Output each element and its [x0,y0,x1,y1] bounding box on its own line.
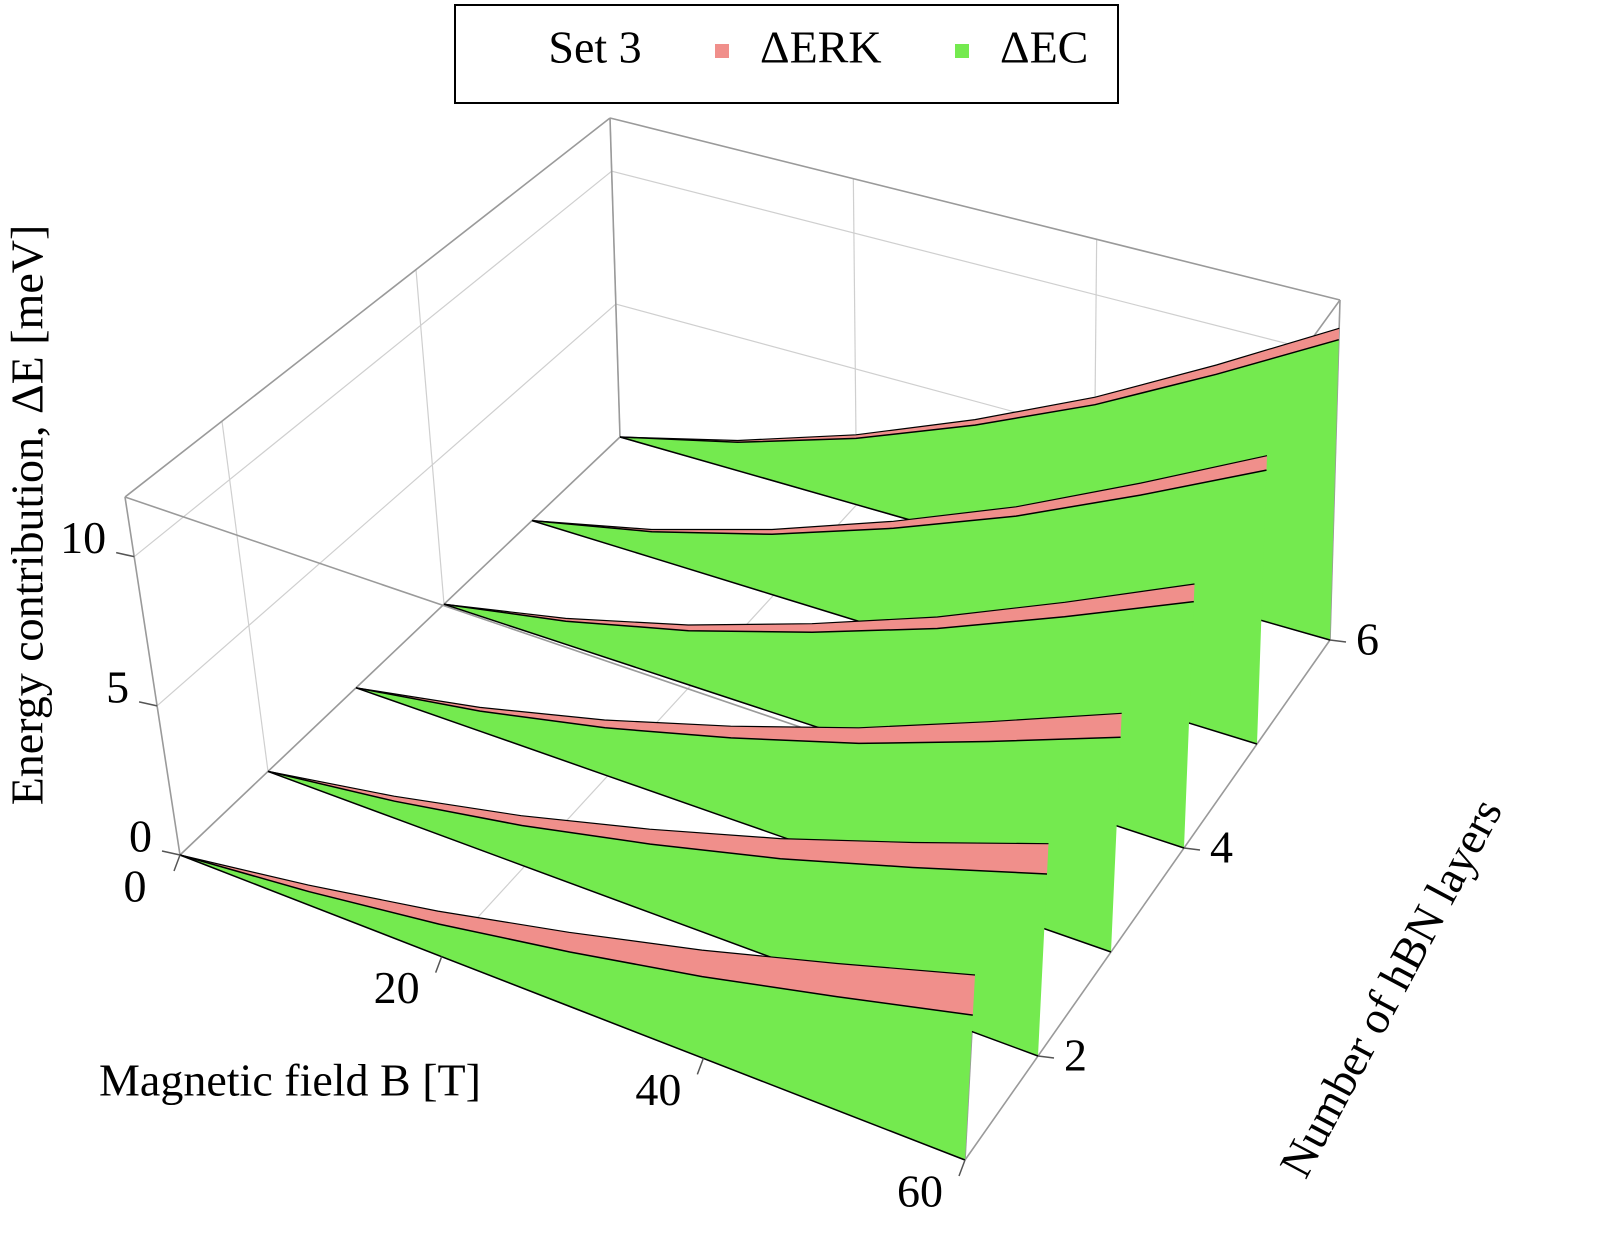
legend: Set 3 ΔERK ΔEC [454,4,1119,104]
y-axis-label: Number of hBN layers [1269,790,1511,1185]
legend-title: Set 3 [548,22,641,73]
z-tick [116,551,135,558]
legend-swatch [955,44,969,58]
y-tick-label: 6 [1356,614,1379,665]
z-tick-label: 10 [60,512,106,563]
ribbon-edge [531,455,1268,531]
legend-box [454,4,1119,104]
box-edge [609,117,621,438]
x-axis-label: Magnetic field B [T] [99,1055,481,1106]
ribbon-edge [267,770,1048,875]
ribbon-area [180,855,975,1016]
side-grid-line [415,269,445,605]
box-edge [609,117,1341,301]
x-tick-label: 20 [374,962,420,1013]
side-grid-line [156,303,617,707]
back-grid-line [611,170,1339,358]
box-edge [124,496,181,856]
x-tick [958,1159,966,1177]
ribbon-edge [531,469,1267,536]
z-tick [161,850,181,856]
side-grid-line [221,421,269,772]
legend-label: ΔERK [760,22,882,73]
z-tick [138,701,158,707]
ribbon-edge [619,327,1340,442]
x-tick-label: 60 [897,1166,943,1217]
legend-label: ΔEC [1000,22,1088,73]
ribbon-area [444,584,1195,633]
z-tick-label: 0 [129,811,152,862]
legend-swatch [715,44,729,58]
y-tick [1329,639,1347,643]
z-axis-label: Energy contribution, ΔE [meV] [2,225,53,806]
ribbon-edge [443,583,1195,626]
y-tick-label: 2 [1064,1030,1087,1081]
ribbon-edge [179,854,976,976]
box-edge [179,436,621,856]
y-tick-label: 4 [1210,822,1233,873]
z-tick-label: 5 [106,661,129,712]
x-tick [173,854,181,872]
ribbon-edge [179,854,973,1016]
side-grid-line [133,170,613,558]
box-edge [1329,299,1341,641]
ribbon-edge [355,687,1122,729]
ribbon-edge [619,338,1340,444]
box-edge [124,117,611,498]
x-tick [434,956,443,973]
ribbon-edge [355,687,1121,745]
ribbon-edge [267,770,1049,845]
y-tick [1183,847,1201,851]
baseline [179,854,966,1161]
x-tick-label: 40 [635,1064,681,1115]
ribbon-edge [443,600,1194,634]
x-tick [696,1058,705,1075]
ribbon-area [268,771,1049,874]
ribbon-area [620,328,1340,443]
ribbon-area [356,687,1122,744]
x-tick-label: 0 [124,861,147,912]
y-tick [1037,1055,1055,1059]
box-edge [964,639,1331,1161]
